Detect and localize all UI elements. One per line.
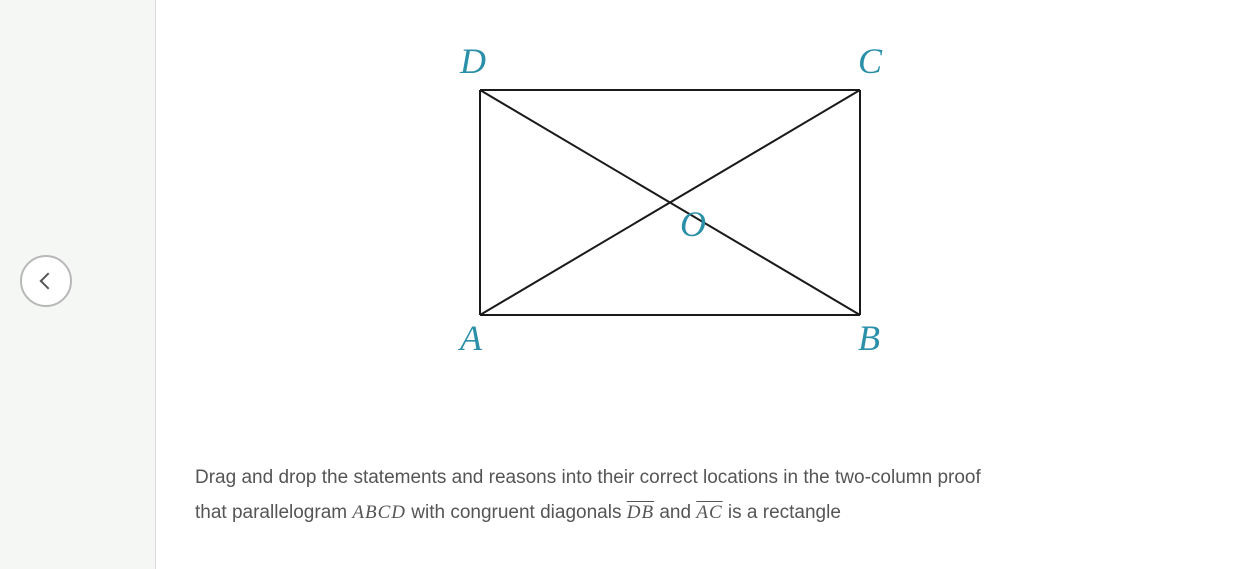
- question-line2a: that parallelogram: [195, 502, 352, 523]
- diagonal-2: AC: [696, 502, 722, 523]
- prev-button[interactable]: [20, 255, 72, 307]
- vertex-label-a: A: [460, 317, 482, 359]
- vertex-label-c: C: [858, 40, 882, 82]
- vertex-label-o: O: [680, 203, 706, 245]
- geometry-figure: D C A B O: [440, 35, 910, 375]
- diagonal-1: DB: [627, 502, 654, 523]
- question-line2b: with congruent diagonals: [406, 502, 627, 523]
- parallelogram-name: ABCD: [352, 502, 406, 523]
- question-text: Drag and drop the statements and reasons…: [195, 460, 1195, 530]
- vertex-label-b: B: [858, 317, 880, 359]
- question-line2d: is a rectangle: [723, 502, 841, 523]
- chevron-left-icon: [40, 273, 57, 290]
- question-line2c: and: [654, 502, 696, 523]
- question-line1: Drag and drop the statements and reasons…: [195, 467, 981, 488]
- vertex-label-d: D: [460, 40, 486, 82]
- rectangle-diagram-svg: [440, 35, 910, 375]
